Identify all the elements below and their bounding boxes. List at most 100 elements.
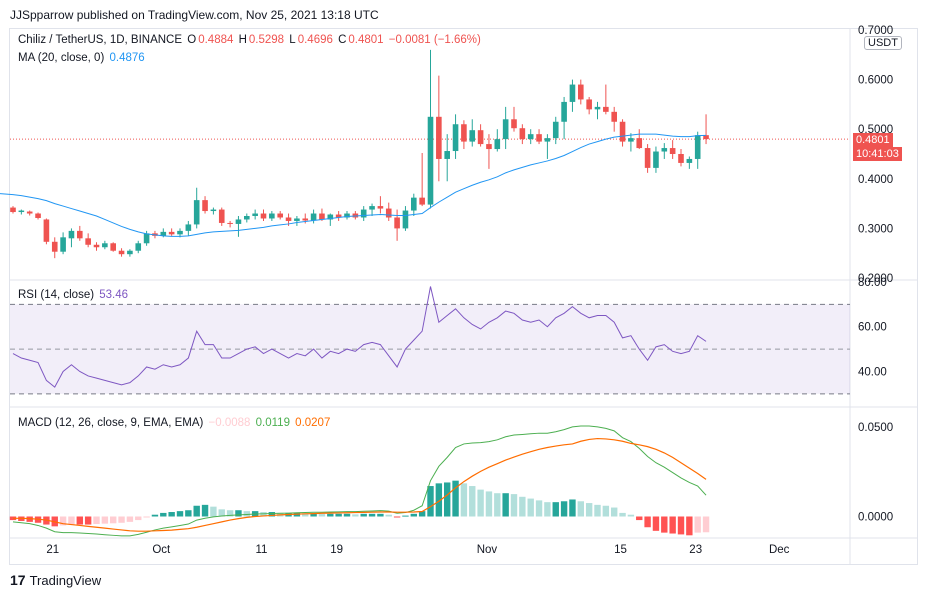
candle-body [294, 218, 300, 221]
macd-histogram-bar [335, 513, 342, 517]
symbol-legend: Chiliz / TetherUS, 1D, BINANCE O 0.4884 H… [18, 34, 483, 46]
candle-body [51, 241, 58, 252]
macd-histogram-bar [360, 513, 367, 517]
macd-label: MACD (12, 26, close, 9, EMA, EMA) [18, 417, 204, 429]
candle-body [335, 214, 342, 218]
candle-body [18, 210, 25, 213]
candle-body [661, 148, 668, 152]
candle-body [118, 250, 125, 255]
macd-histogram-bar [544, 502, 551, 517]
rsi-tick-label: 80.00 [858, 277, 887, 289]
macd-histogram-bar [268, 512, 276, 517]
candle-body [143, 233, 150, 244]
candle-body [603, 106, 609, 112]
candle-body [210, 209, 217, 212]
rsi-label: RSI (14, close) [18, 289, 95, 301]
time-tick-label: Nov [477, 544, 498, 556]
candle-body [277, 213, 283, 218]
rsi-tick-label: 40.00 [858, 366, 887, 378]
candle-body [127, 250, 133, 255]
macd-histogram-bar [677, 516, 685, 535]
macd-histogram-bar [193, 505, 200, 517]
publisher-header: JJSpparrow published on TradingView.com,… [10, 8, 379, 22]
candle-body [135, 243, 142, 251]
macd-signal-line [13, 437, 707, 532]
candle-body [269, 213, 275, 219]
candle-body [177, 230, 183, 235]
macd-histogram-bar [310, 513, 317, 517]
macd-histogram-bar [160, 512, 167, 517]
macd-histogram-bar [352, 514, 359, 517]
candle-body [193, 200, 200, 225]
macd-histogram-bar [135, 516, 142, 521]
macd-histogram-bar [93, 516, 100, 525]
candle-body [43, 219, 50, 242]
rsi-legend: RSI (14, close) 53.46 [18, 289, 130, 301]
macd-histogram-bar [460, 483, 468, 517]
candle-body [411, 197, 417, 211]
currency-unit-button[interactable]: USDT [864, 36, 902, 50]
footer-brand[interactable]: 17 TradingView [10, 572, 101, 588]
candle-body [310, 213, 317, 221]
candle-body [227, 222, 233, 224]
macd-histogram-bar [652, 516, 660, 531]
candle-body [594, 106, 601, 110]
price-tick-label: 0.7000 [858, 25, 893, 37]
macd-histogram-bar [218, 509, 225, 517]
macd-histogram-bar [151, 514, 159, 517]
macd-histogram-bar [235, 510, 242, 517]
macd-histogram-bar [686, 516, 693, 536]
macd-histogram-bar [59, 516, 67, 526]
macd-histogram-bar [602, 505, 610, 517]
time-tick-label: 11 [256, 544, 268, 556]
candle-body [552, 121, 559, 139]
candle-body [644, 148, 651, 168]
macd-histogram-bar [210, 506, 217, 517]
macd-histogram-bar [76, 516, 83, 525]
macd-histogram-bar [185, 510, 192, 517]
candle-body [628, 138, 634, 142]
candle-body [694, 135, 701, 159]
candle-body [444, 151, 450, 159]
macd-histogram-bar [402, 515, 409, 517]
candle-body [302, 218, 309, 221]
price-tick-label: 0.6000 [858, 75, 893, 87]
candle-body [60, 237, 66, 252]
ma-label: MA (20, close, 0) [18, 52, 105, 64]
macd-histogram-bar [118, 516, 125, 523]
candle-body [653, 151, 659, 168]
candle-body [235, 219, 242, 224]
candle-body [402, 210, 409, 229]
candle-body [436, 116, 442, 159]
candle-body [344, 213, 350, 218]
candle-body [260, 213, 267, 219]
macd-histogram-bar [302, 513, 309, 517]
price-tick-label: 0.3000 [858, 223, 893, 235]
time-tick-label: 15 [614, 544, 627, 556]
macd-histogram-bar [636, 516, 643, 521]
candle-body [327, 214, 334, 220]
macd-histogram-bar [452, 480, 459, 517]
candle-body [218, 209, 225, 223]
macd-histogram-bar [343, 513, 351, 517]
low-label: L [289, 34, 296, 46]
candle-body [160, 231, 167, 236]
candle-body [202, 200, 208, 212]
macd-histogram-bar [552, 502, 559, 517]
candle-body [461, 124, 467, 142]
candle-body [469, 130, 476, 142]
open-label: O [187, 34, 197, 46]
time-tick-label: 19 [330, 544, 343, 556]
candle-body [561, 101, 567, 122]
candle-body [10, 207, 16, 213]
time-tick-label: 23 [689, 544, 702, 556]
candle-body [703, 135, 709, 140]
candle-body [619, 121, 626, 142]
macd-histogram-bar [101, 516, 109, 524]
candle-body [244, 216, 250, 220]
rsi-line [12, 286, 707, 388]
macd-histogram-bar [385, 514, 392, 517]
candle-body [536, 134, 542, 142]
candle-body [285, 217, 292, 221]
